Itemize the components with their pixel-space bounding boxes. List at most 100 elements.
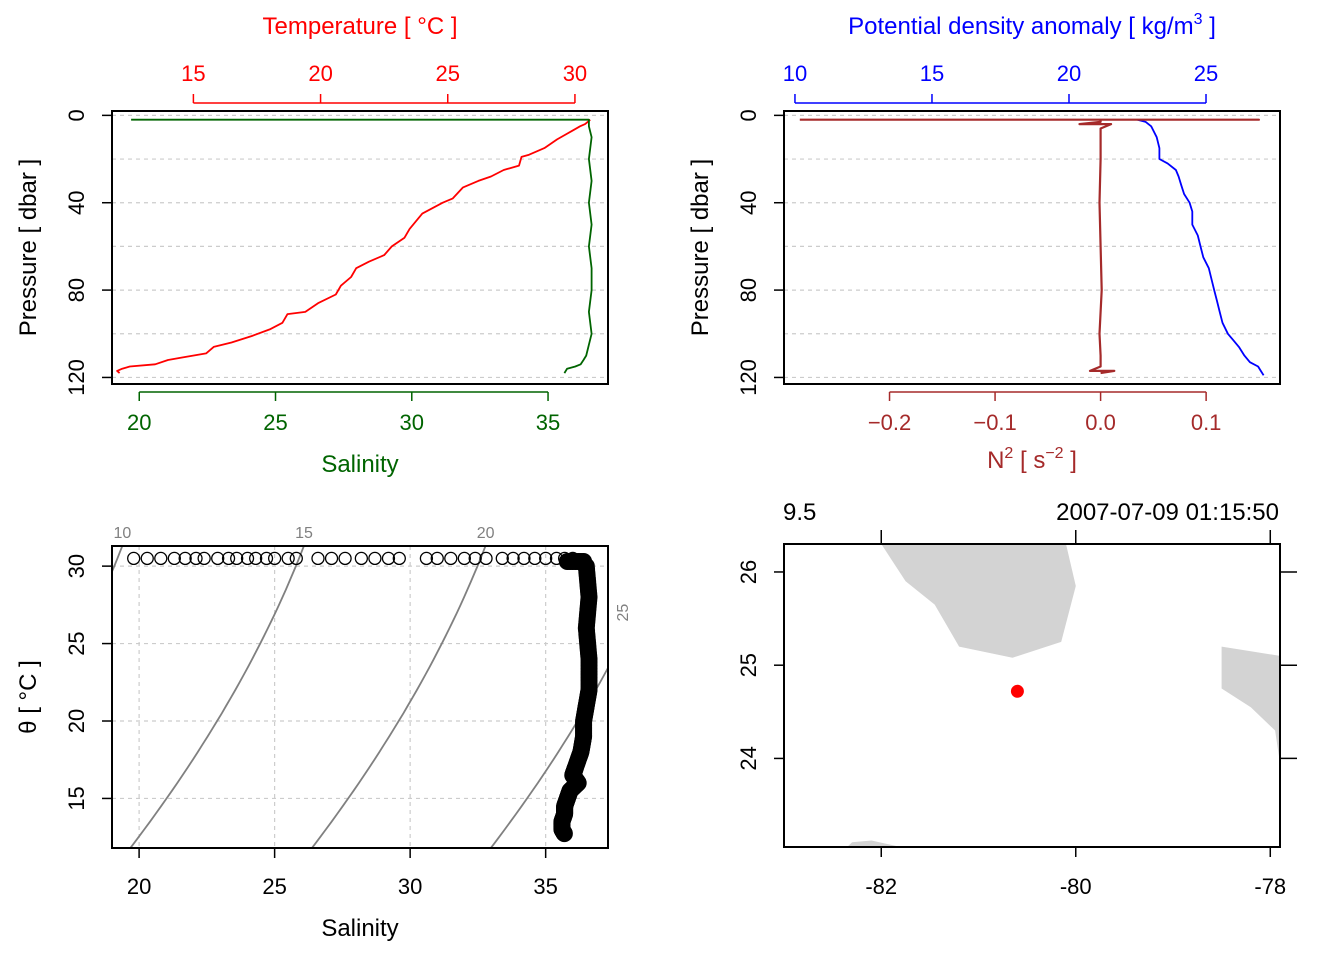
x-tick-label: -82 [865, 874, 897, 899]
x-tick-label: -80 [1060, 874, 1092, 899]
top-tick-label: 15 [920, 61, 944, 86]
station-marker [1010, 684, 1024, 698]
top-axis-label: Temperature [ °C ] [263, 13, 458, 40]
scatter-point [221, 551, 236, 566]
bottom-tick-label: −0.1 [973, 410, 1016, 435]
top-tick-label: 30 [563, 61, 587, 86]
top-tick-label: 20 [308, 61, 332, 86]
y-tick-label: 30 [64, 554, 89, 578]
scatter-point [311, 551, 325, 566]
isopycnal-line [310, 546, 487, 848]
y-tick-label: 20 [64, 709, 89, 733]
y-tick-label: 0 [64, 109, 89, 121]
scatter-point [506, 551, 520, 566]
plot-frame [783, 543, 1281, 848]
scatter-point [281, 551, 295, 566]
isopycnal-label: 20 [477, 525, 495, 542]
scatter-point [230, 551, 244, 566]
scatter-point [154, 551, 168, 566]
scatter-point [468, 551, 482, 566]
top-axis-label-superscript: 3 [1194, 11, 1203, 28]
bottom-axis-label: N2 [ s−2 ] [987, 445, 1077, 474]
y-tick-label: 80 [736, 278, 761, 302]
y-tick-label: 26 [736, 560, 761, 584]
panel-station-map: -82 -80 -78 24 25 26 9.5 2007-07-09 01:15:50 [736, 499, 1297, 899]
scatter-point [539, 551, 553, 566]
scatter-point [457, 551, 471, 566]
map-label-right: 2007-07-09 01:15:50 [1056, 499, 1279, 526]
y-tick-label: 120 [736, 359, 761, 396]
scatter-point [354, 551, 369, 566]
scatter-point [368, 551, 382, 566]
bottom-axis-label: Salinity [321, 451, 398, 478]
land-polygon [847, 840, 901, 847]
y-tick-label: 24 [736, 746, 761, 770]
scatter-point [289, 551, 303, 566]
y-tick-label: 25 [64, 631, 89, 655]
land-polygon [881, 544, 1076, 658]
series-line-density [1137, 118, 1265, 376]
y-tick-label: 80 [64, 278, 89, 302]
scatter-point [324, 551, 339, 566]
bottom-tick-label: 0.0 [1085, 410, 1116, 435]
scatter-point [211, 551, 225, 566]
bottom-tick-label: −0.2 [868, 410, 911, 435]
scatter-point [419, 551, 434, 566]
bottom-axis-label-superscript: 2 [1004, 445, 1013, 462]
isopycnal-label: 25 [615, 604, 632, 622]
scatter-point [555, 825, 573, 843]
y-tick-label: 40 [64, 190, 89, 214]
y-tick-label: 0 [736, 109, 761, 121]
top-axis-label-end: ] [1203, 13, 1216, 40]
scatter-point [178, 551, 192, 566]
x-tick-label: 25 [262, 874, 286, 899]
bottom-tick-label: 30 [400, 410, 424, 435]
map-label-left: 9.5 [783, 499, 816, 526]
scatter-point [528, 551, 542, 566]
bottom-tick-label: 35 [536, 410, 560, 435]
land-group [847, 544, 1280, 847]
scatter-point [189, 551, 203, 566]
scatter-point [444, 551, 458, 566]
top-tick-label: 20 [1057, 61, 1081, 86]
top-tick-label: 10 [783, 61, 807, 86]
scatter-point [430, 551, 444, 566]
scatter-point [140, 551, 154, 566]
plot-frame [111, 545, 609, 849]
bottom-axis-label-superscript: −2 [1045, 445, 1063, 462]
bottom-axis-label-end: ] [1064, 447, 1077, 474]
top-axis-label: Potential density anomaly [ kg/m3 ] [848, 11, 1216, 40]
x-tick-label: 20 [127, 874, 151, 899]
top-tick-label: 25 [436, 61, 460, 86]
y-axis-label: Pressure [ dbar ] [15, 159, 42, 336]
isopycnal-line [129, 546, 305, 848]
scatter-point [338, 551, 352, 566]
isopycnal-label: 10 [114, 525, 132, 542]
scatter-point [575, 552, 593, 570]
bottom-tick-label: 25 [263, 410, 287, 435]
scatter-point [392, 551, 406, 566]
panel-ts-diagram: 10 15 20 25 20 25 30 35 Salinity 15 20 25 30 θ [ °C ] [15, 525, 632, 942]
x-axis-label: Salinity [321, 915, 398, 942]
y-tick-label: 120 [64, 359, 89, 396]
y-tick-label: 40 [736, 190, 761, 214]
series-line-temperature [116, 119, 591, 374]
scatter-point [517, 551, 531, 566]
bottom-tick-label: 20 [127, 410, 151, 435]
scatter-point [249, 551, 263, 566]
series-line-n2 [799, 118, 1261, 375]
series-line-salinity [131, 118, 593, 374]
x-tick-label: -78 [1254, 874, 1286, 899]
scatter-point [381, 551, 396, 566]
scatter-point [495, 551, 509, 566]
plot-frame [111, 110, 609, 385]
x-tick-label: 35 [533, 874, 557, 899]
scatter-point [197, 551, 211, 566]
y-axis-label: θ [ °C ] [15, 660, 42, 734]
scatter-point [240, 551, 255, 566]
scatter-point [167, 551, 181, 566]
top-axis-label-main: Potential density anomaly [ kg/m [848, 13, 1194, 40]
y-axis-label: Pressure [ dbar ] [687, 159, 714, 336]
x-tick-label: 30 [398, 874, 422, 899]
